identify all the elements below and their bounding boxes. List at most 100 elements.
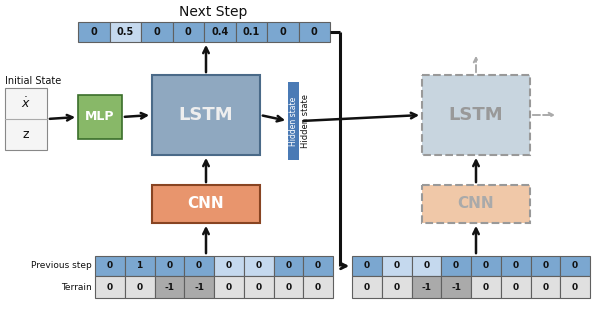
FancyBboxPatch shape (422, 185, 530, 223)
Bar (411, 256, 441, 276)
Text: 0: 0 (393, 261, 400, 271)
Text: LSTM: LSTM (448, 106, 504, 124)
Bar (155, 256, 184, 276)
FancyBboxPatch shape (422, 75, 530, 155)
Text: 0: 0 (542, 261, 548, 271)
Text: 0: 0 (542, 282, 548, 291)
Text: 0: 0 (226, 261, 232, 271)
Bar (214, 256, 244, 276)
Text: Initial State: Initial State (5, 76, 61, 86)
Text: -1: -1 (194, 282, 204, 291)
Text: 0: 0 (256, 261, 262, 271)
Bar (95, 256, 125, 276)
Bar (173, 22, 204, 42)
FancyBboxPatch shape (78, 95, 122, 139)
FancyBboxPatch shape (5, 88, 47, 150)
Text: CNN: CNN (458, 196, 494, 212)
Bar (561, 256, 590, 276)
Text: 0: 0 (107, 261, 113, 271)
Bar (501, 276, 530, 298)
Text: 1: 1 (136, 261, 143, 271)
Bar (561, 276, 590, 298)
Bar (214, 276, 244, 298)
Bar (236, 22, 267, 42)
Text: 0: 0 (196, 261, 202, 271)
Text: 0: 0 (315, 261, 321, 271)
Text: 0: 0 (364, 282, 370, 291)
Bar (184, 256, 214, 276)
FancyBboxPatch shape (152, 185, 260, 223)
Bar (352, 256, 382, 276)
Text: 0: 0 (166, 261, 173, 271)
Text: 0: 0 (393, 282, 400, 291)
Bar (204, 22, 236, 42)
Text: -1: -1 (164, 282, 175, 291)
Text: 0: 0 (513, 282, 519, 291)
Text: 0.5: 0.5 (116, 27, 134, 37)
Text: 0: 0 (279, 27, 286, 37)
Text: 0: 0 (315, 282, 321, 291)
Bar (501, 256, 530, 276)
Bar (471, 256, 501, 276)
Text: 0.1: 0.1 (242, 27, 260, 37)
Bar (267, 22, 299, 42)
Text: -1: -1 (421, 282, 431, 291)
Bar (441, 256, 471, 276)
Text: -1: -1 (451, 282, 461, 291)
Text: 0: 0 (311, 27, 318, 37)
Text: 0: 0 (364, 261, 370, 271)
Text: 0: 0 (572, 282, 578, 291)
Bar (303, 256, 333, 276)
Bar (382, 276, 411, 298)
Bar (78, 22, 110, 42)
Text: LSTM: LSTM (179, 106, 233, 124)
Text: Hidden state: Hidden state (301, 94, 310, 148)
Bar (125, 276, 155, 298)
Text: 0: 0 (285, 282, 291, 291)
Bar (382, 256, 411, 276)
Text: 0: 0 (572, 261, 578, 271)
Bar (471, 276, 501, 298)
Bar (110, 22, 141, 42)
Bar (141, 22, 173, 42)
Text: 0: 0 (90, 27, 97, 37)
Bar (155, 276, 184, 298)
Text: MLP: MLP (85, 111, 115, 123)
Text: Hidden state: Hidden state (289, 96, 298, 146)
Text: 0: 0 (185, 27, 191, 37)
Text: Previous step: Previous step (32, 261, 92, 271)
Text: z: z (23, 128, 29, 141)
Bar (95, 276, 125, 298)
Text: 0: 0 (256, 282, 262, 291)
Text: 0: 0 (285, 261, 291, 271)
Bar (273, 276, 303, 298)
Text: 0: 0 (153, 27, 160, 37)
Bar (530, 276, 561, 298)
Text: 0: 0 (453, 261, 459, 271)
Bar (273, 256, 303, 276)
Text: 0.4: 0.4 (211, 27, 228, 37)
Bar (125, 256, 155, 276)
Text: CNN: CNN (188, 196, 224, 212)
Text: Next Step: Next Step (179, 5, 247, 19)
Text: 0: 0 (483, 282, 489, 291)
Bar (244, 276, 273, 298)
Text: 0: 0 (136, 282, 142, 291)
Bar (530, 256, 561, 276)
Text: $\dot{x}$: $\dot{x}$ (21, 96, 31, 111)
Text: 0: 0 (424, 261, 430, 271)
Text: 0: 0 (107, 282, 113, 291)
Text: 0: 0 (483, 261, 489, 271)
Text: 0: 0 (226, 282, 232, 291)
FancyBboxPatch shape (152, 75, 260, 155)
Bar (288, 82, 299, 160)
Bar (352, 276, 382, 298)
Bar (184, 276, 214, 298)
Bar (411, 276, 441, 298)
Bar (303, 276, 333, 298)
Bar (441, 276, 471, 298)
Bar (244, 256, 273, 276)
Text: Terrain: Terrain (61, 282, 92, 291)
Bar (299, 22, 330, 42)
Text: 0: 0 (513, 261, 519, 271)
